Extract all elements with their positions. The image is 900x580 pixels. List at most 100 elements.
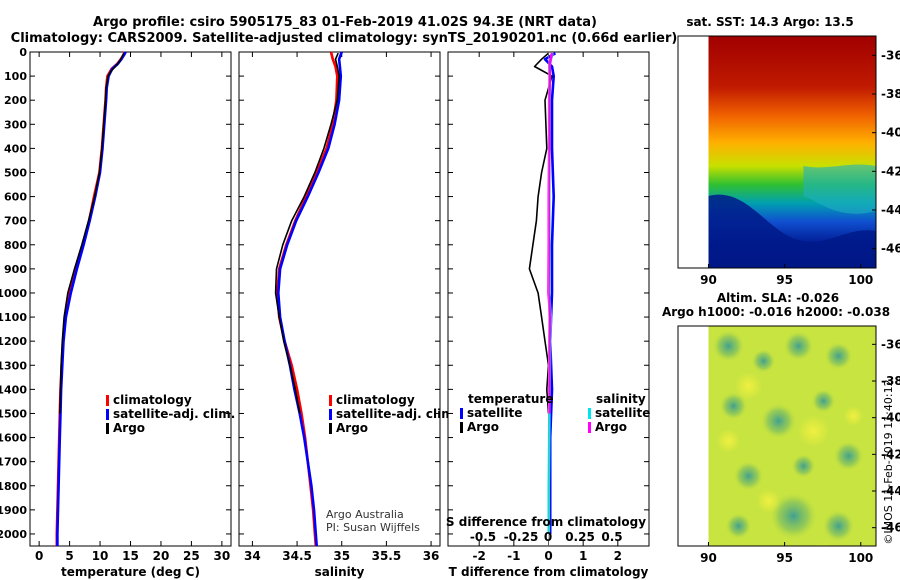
- depth-tick-label: 300: [4, 118, 27, 131]
- sla_map-lon-label: 100: [848, 551, 873, 565]
- legend-t-argo-label: Argo: [467, 420, 499, 434]
- sst_map-lon-label: 100: [848, 273, 873, 287]
- sla-eddy: [712, 330, 745, 362]
- profile-panels: 0100200300400500600700800900100011001200…: [0, 46, 650, 579]
- sst-cold-water: [708, 194, 876, 268]
- difference-x-tick-label: 1: [579, 549, 587, 563]
- salinity-series-satellite-adj-clim-: [276, 51, 343, 547]
- sla-eddy: [760, 403, 797, 439]
- depth-tick-label: 1700: [0, 456, 27, 469]
- depth-tick-label: 1200: [0, 335, 27, 348]
- figure-title-line1: Argo profile: csiro 5905175_83 01-Feb-20…: [93, 15, 597, 30]
- sst-map-title: sat. SST: 14.3 Argo: 13.5: [686, 15, 853, 29]
- credit-line1: Argo Australia: [326, 508, 404, 521]
- temperature-x-tick-label: 0: [35, 549, 43, 563]
- temperature-panel: 0 5 10 15 20 25 30 temperature (deg C) climatolo…: [29, 51, 235, 579]
- sla_map-frame: [677, 325, 877, 547]
- temperature-x-tick-label: 20: [153, 549, 170, 563]
- sla-high: [756, 489, 781, 513]
- sla_map-lat-label: -44: [881, 484, 900, 498]
- depth-tick-label: 1300: [0, 359, 27, 372]
- sla_map-lat-label: -38: [881, 374, 900, 388]
- temperature-x-tick-label: 25: [183, 549, 200, 563]
- legend-temperature-header: temperature: [468, 392, 553, 406]
- sst_map-field: [708, 36, 876, 268]
- sla-high: [843, 406, 864, 426]
- sst_map-panel: 90 95 100 -36 -38 -40 -42 -44 -46 sat. SST: 14.3 …: [677, 15, 900, 287]
- sla-eddy: [822, 510, 855, 542]
- legend-climatology-label: climatology: [113, 393, 192, 407]
- legend-climatology-swatch: [329, 395, 332, 406]
- salinity-x-tick-label: 35.5: [372, 549, 402, 563]
- sla-high: [813, 542, 834, 546]
- sla-eddy: [791, 454, 816, 478]
- sst_map-lat-label: -38: [881, 87, 900, 101]
- legend-argo-swatch: [329, 423, 332, 434]
- depth-tick-label: 2000: [0, 528, 27, 541]
- sla-eddy: [811, 389, 836, 413]
- difference-s-tick-label: -0.5: [470, 530, 496, 544]
- difference-x-tick-label: -1: [507, 549, 520, 563]
- difference-panel: -2 -1 0 1 2 T difference from climatology temp…: [446, 51, 650, 579]
- legend-s-argo-swatch: [588, 422, 591, 433]
- difference-series-t-argo: [528, 52, 553, 414]
- salinity-series-argo: [274, 52, 340, 414]
- temperature-series-argo: [59, 52, 125, 414]
- sst_map-lat-label: -36: [881, 48, 900, 62]
- depth-tick-label: 800: [4, 239, 27, 252]
- difference-x-tick-label: 2: [614, 549, 622, 563]
- figure-title-line2: Climatology: CARS2009. Satellite-adjuste…: [11, 31, 678, 46]
- sla_map-lat-label: -36: [881, 337, 900, 351]
- sla-high: [716, 429, 741, 453]
- difference-s-tick-label: 0.25: [565, 530, 595, 544]
- sla-eddy: [751, 349, 776, 373]
- difference-x-tick-label: 0: [544, 549, 552, 563]
- sla_map-lat-label: -42: [881, 447, 900, 461]
- depth-tick-label: 200: [4, 94, 27, 107]
- difference-x-tick-label: -2: [473, 549, 486, 563]
- sla_map-lat-label: -46: [881, 521, 900, 535]
- sst_map-lat-label: -44: [881, 203, 900, 217]
- legend-s-satellite-swatch: [588, 408, 591, 419]
- sla-eddy: [769, 492, 818, 540]
- depth-tick-label: 900: [4, 263, 27, 276]
- sla-eddy: [824, 342, 853, 370]
- temperature-x-tick-label: 15: [122, 549, 139, 563]
- legend-climatology-swatch: [106, 395, 109, 406]
- sla-eddy: [719, 392, 748, 420]
- depth-tick-label: 1000: [0, 287, 27, 300]
- sla_map-panel: 90 95 100 -36 -38 -40 -42 -44 -46 Altim. SLA: -0.…: [662, 291, 900, 565]
- sla_map-lon-label: 95: [776, 551, 793, 565]
- temperature-x-tick-label: 5: [65, 549, 73, 563]
- sla-high: [734, 372, 763, 400]
- legend-argo-label: Argo: [113, 421, 145, 435]
- salinity-panel: 34 34.5 35 35.5 36 salinity climatologysatelli…: [238, 51, 458, 579]
- sla-map-title-line2: Argo h1000: -0.016 h2000: -0.038: [662, 305, 890, 319]
- temperature-x-tick-label: 30: [214, 549, 231, 563]
- legend-argo-swatch: [106, 423, 109, 434]
- depth-tick-label: 1500: [0, 407, 27, 420]
- sst_map-lat-label: -42: [881, 164, 900, 178]
- sst_map-lon-label: 95: [776, 273, 793, 287]
- sla-eddy: [733, 461, 764, 491]
- depth-tick-label: 600: [4, 191, 27, 204]
- difference-x-axis-label: T difference from climatology: [449, 565, 649, 579]
- sst_map-lon-label: 90: [700, 273, 717, 287]
- sla-map-title-line1: Altim. SLA: -0.026: [717, 291, 839, 305]
- credit-line2: PI: Susan Wijffels: [326, 521, 420, 534]
- sst_map-lat-label: -40: [881, 126, 900, 140]
- legend-t-satellite-label: satellite: [467, 406, 522, 420]
- depth-tick-label: 0: [19, 46, 27, 59]
- legend-argo-label: Argo: [336, 421, 368, 435]
- sst_map-frame: [677, 35, 877, 269]
- imos-watermark: ©IMOS 11-Feb-2019 11:40:12: [882, 379, 895, 544]
- sla_map-lon-label: 90: [700, 551, 717, 565]
- sla_map-lat-label: -40: [881, 411, 900, 425]
- legend-s-argo-label: Argo: [595, 420, 627, 434]
- salinity-x-axis-label: salinity: [315, 565, 365, 579]
- depth-tick-label: 1900: [0, 504, 27, 517]
- difference-s-tick-label: 0: [544, 530, 552, 544]
- legend-s-satellite-label: satellite: [595, 406, 650, 420]
- salinity-x-tick-label: 35: [333, 549, 350, 563]
- sla_map-field: [708, 326, 876, 546]
